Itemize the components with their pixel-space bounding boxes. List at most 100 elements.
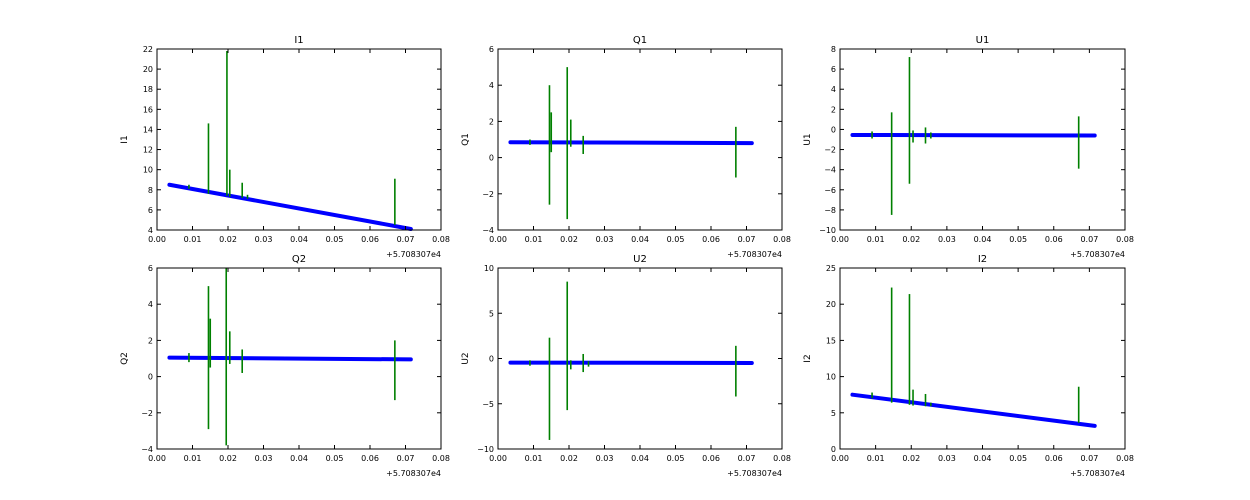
x-tick-label: 0.00 — [831, 235, 849, 244]
y-tick-label: 0 — [489, 355, 494, 364]
x-tick-label: 0.00 — [148, 235, 166, 244]
y-tick-label: −4 — [141, 445, 153, 454]
y-tick-label: 10 — [826, 373, 836, 382]
x-tick-label: 0.05 — [1009, 235, 1027, 244]
y-tick-label: −2 — [824, 146, 836, 155]
subplot-q2: 0.00 0.01 0.02 0.03 0.04 0.05 0.06 0.07 0.08 −4 −2… — [120, 254, 450, 478]
chart-title: U1 — [976, 35, 990, 46]
x-offset-label: +5.708307e4 — [1070, 250, 1125, 259]
subplot-u2: 0.00 0.01 0.02 0.03 0.04 0.05 0.06 0.07 0.08 −10 −… — [461, 254, 791, 478]
x-tick-label: 0.03 — [938, 454, 956, 463]
x-tick-label: 0.06 — [702, 454, 720, 463]
x-tick-label: 0.08 — [773, 235, 791, 244]
x-tick-label: 0.04 — [290, 235, 308, 244]
y-tick-label: 4 — [148, 226, 153, 235]
y-tick-label: 6 — [148, 264, 153, 273]
x-tick-label: 0.06 — [361, 235, 379, 244]
y-tick-label: 6 — [489, 45, 494, 54]
x-tick-label: 0.02 — [219, 235, 237, 244]
x-tick-label: 0.00 — [489, 454, 507, 463]
x-tick-label: 0.06 — [1045, 235, 1063, 244]
chart-title: U2 — [633, 254, 647, 265]
x-tick-label: 0.01 — [184, 454, 202, 463]
y-tick-label: 20 — [143, 65, 153, 74]
x-tick-label: 0.08 — [773, 454, 791, 463]
y-tick-label: −2 — [141, 409, 153, 418]
y-tick-label: 4 — [148, 300, 153, 309]
y-tick-label: −4 — [824, 166, 836, 175]
x-tick-label: 0.08 — [432, 235, 450, 244]
x-tick-label: 0.01 — [525, 454, 543, 463]
chart-title: Q2 — [292, 254, 306, 265]
y-tick-label: 0 — [489, 154, 494, 163]
y-tick-label: 18 — [143, 85, 153, 94]
y-tick-label: 0 — [831, 445, 836, 454]
y-tick-label: 5 — [489, 309, 494, 318]
x-tick-label: 0.01 — [184, 235, 202, 244]
y-tick-label: 4 — [489, 81, 494, 90]
chart-title: I2 — [978, 254, 987, 265]
y-tick-label: 22 — [143, 45, 153, 54]
fit-line — [167, 182, 413, 231]
x-tick-label: 0.00 — [489, 235, 507, 244]
x-offset-label: +5.708307e4 — [1070, 469, 1125, 478]
chart-title: Q1 — [633, 35, 647, 46]
x-offset-label: +5.708307e4 — [386, 250, 441, 259]
fit-line — [167, 355, 413, 362]
y-tick-label: 6 — [148, 206, 153, 215]
y-tick-label: 15 — [826, 336, 836, 345]
x-tick-label: 0.02 — [560, 235, 578, 244]
y-tick-label: 10 — [143, 166, 153, 175]
y-axis-label: Q1 — [461, 133, 471, 146]
y-tick-label: −6 — [824, 186, 836, 195]
y-axis-label: I2 — [803, 354, 813, 362]
y-tick-label: 2 — [489, 117, 494, 126]
x-tick-label: 0.02 — [902, 235, 920, 244]
x-tick-label: 0.00 — [148, 454, 166, 463]
x-tick-label: 0.06 — [1045, 454, 1063, 463]
axes-frame — [497, 48, 783, 231]
x-tick-label: 0.05 — [667, 235, 685, 244]
x-tick-label: 0.01 — [867, 235, 885, 244]
x-tick-label: 0.03 — [255, 235, 273, 244]
chart-title: I1 — [294, 35, 303, 46]
x-tick-label: 0.01 — [525, 235, 543, 244]
x-tick-label: 0.07 — [397, 454, 415, 463]
y-tick-label: 0 — [148, 373, 153, 382]
axes-frame — [497, 267, 783, 450]
axes-frame — [156, 48, 442, 231]
y-tick-label: 2 — [831, 105, 836, 114]
x-tick-label: 0.01 — [867, 454, 885, 463]
subplot-q1: 0.00 0.01 0.02 0.03 0.04 0.05 0.06 0.07 0.08 −4 −2… — [461, 35, 791, 259]
x-tick-label: 0.04 — [974, 454, 992, 463]
fit-line — [850, 132, 1097, 138]
y-tick-label: 16 — [143, 105, 153, 114]
y-tick-label: 5 — [831, 409, 836, 418]
y-tick-label: −5 — [482, 400, 494, 409]
subplot-u1: 0.00 0.01 0.02 0.03 0.04 0.05 0.06 0.07 0.08 −10 −… — [803, 35, 1134, 259]
x-tick-label: 0.02 — [902, 454, 920, 463]
y-axis-label: U1 — [803, 133, 813, 145]
y-tick-label: −10 — [477, 445, 494, 454]
x-tick-label: 0.05 — [326, 454, 344, 463]
x-tick-label: 0.04 — [974, 235, 992, 244]
y-tick-label: 10 — [484, 264, 494, 273]
x-tick-label: 0.06 — [702, 235, 720, 244]
y-tick-label: 0 — [831, 125, 836, 134]
y-tick-label: 2 — [148, 336, 153, 345]
x-tick-label: 0.04 — [290, 454, 308, 463]
x-tick-label: 0.05 — [326, 235, 344, 244]
x-tick-label: 0.07 — [738, 235, 756, 244]
x-tick-label: 0.08 — [432, 454, 450, 463]
axes-frame — [839, 267, 1126, 450]
axes-frame — [839, 48, 1126, 231]
x-tick-label: 0.07 — [1080, 235, 1098, 244]
x-tick-label: 0.03 — [255, 454, 273, 463]
x-tick-label: 0.07 — [397, 235, 415, 244]
y-tick-label: 8 — [148, 186, 153, 195]
y-tick-label: 4 — [831, 85, 836, 94]
y-tick-label: 25 — [826, 264, 836, 273]
y-axis-label: I1 — [120, 135, 130, 143]
subplot-i2: 0.00 0.01 0.02 0.03 0.04 0.05 0.06 0.07 0.08 0 5 10… — [803, 254, 1134, 478]
